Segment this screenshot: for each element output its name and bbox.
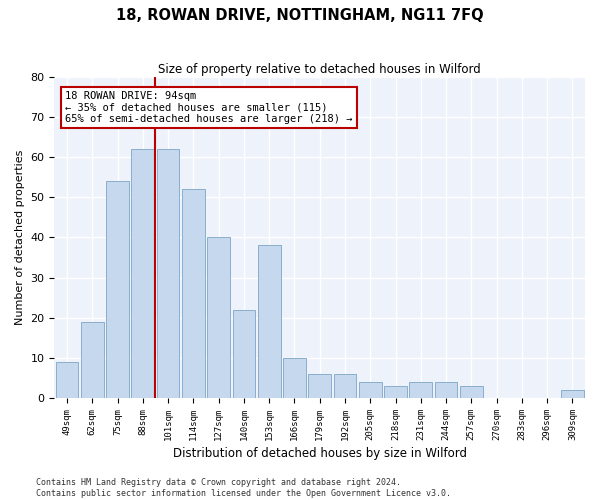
X-axis label: Distribution of detached houses by size in Wilford: Distribution of detached houses by size …: [173, 447, 467, 460]
Bar: [434, 382, 457, 398]
Text: Contains HM Land Registry data © Crown copyright and database right 2024.
Contai: Contains HM Land Registry data © Crown c…: [36, 478, 451, 498]
Bar: [81, 322, 104, 398]
Y-axis label: Number of detached properties: Number of detached properties: [15, 150, 25, 325]
Bar: [258, 246, 281, 398]
Text: 18 ROWAN DRIVE: 94sqm
← 35% of detached houses are smaller (115)
65% of semi-det: 18 ROWAN DRIVE: 94sqm ← 35% of detached …: [65, 91, 353, 124]
Bar: [131, 149, 154, 398]
Bar: [182, 189, 205, 398]
Bar: [283, 358, 306, 398]
Bar: [384, 386, 407, 398]
Title: Size of property relative to detached houses in Wilford: Size of property relative to detached ho…: [158, 62, 481, 76]
Bar: [157, 149, 179, 398]
Bar: [359, 382, 382, 398]
Bar: [334, 374, 356, 398]
Bar: [233, 310, 255, 398]
Bar: [207, 238, 230, 398]
Text: 18, ROWAN DRIVE, NOTTINGHAM, NG11 7FQ: 18, ROWAN DRIVE, NOTTINGHAM, NG11 7FQ: [116, 8, 484, 22]
Bar: [106, 181, 129, 398]
Bar: [409, 382, 432, 398]
Bar: [460, 386, 482, 398]
Bar: [308, 374, 331, 398]
Bar: [56, 362, 79, 398]
Bar: [561, 390, 584, 398]
